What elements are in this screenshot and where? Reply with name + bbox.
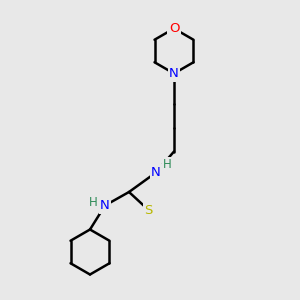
Text: N: N [169, 67, 179, 80]
Text: H: H [89, 196, 98, 209]
Text: N: N [151, 166, 161, 179]
Text: S: S [144, 203, 153, 217]
Text: H: H [163, 158, 172, 171]
Text: N: N [100, 199, 110, 212]
Text: O: O [169, 22, 179, 35]
